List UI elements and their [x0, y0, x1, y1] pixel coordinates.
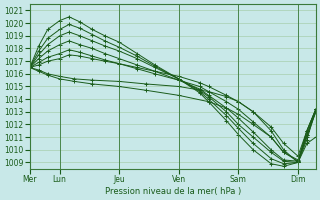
X-axis label: Pression niveau de la mer( hPa ): Pression niveau de la mer( hPa ) — [105, 187, 241, 196]
